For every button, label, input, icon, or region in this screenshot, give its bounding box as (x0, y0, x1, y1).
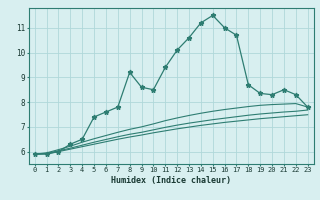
X-axis label: Humidex (Indice chaleur): Humidex (Indice chaleur) (111, 176, 231, 185)
